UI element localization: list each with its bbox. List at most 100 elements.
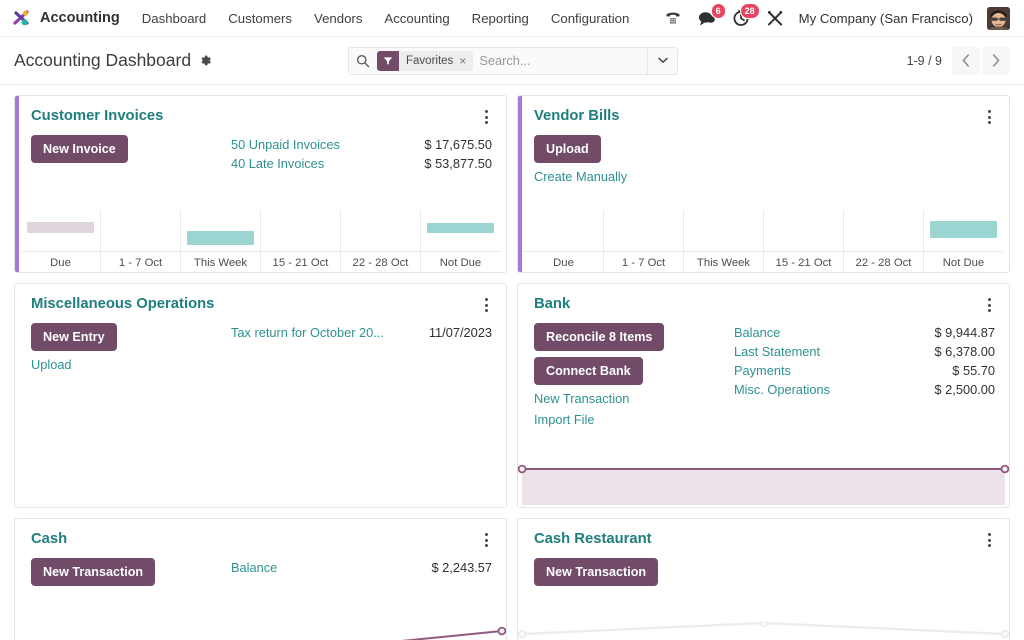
- aged-label[interactable]: This Week: [696, 257, 751, 269]
- stat-value-late-invoices[interactable]: $ 53,877.50: [424, 156, 492, 171]
- card-title[interactable]: Customer Invoices: [31, 108, 164, 124]
- stat-row[interactable]: 50 Unpaid Invoices $ 17,675.50: [231, 135, 492, 154]
- card-customer-invoices[interactable]: Customer Invoices New Invoice 50 Unpaid …: [14, 95, 507, 273]
- aged-label[interactable]: 15 - 21 Oct: [775, 257, 832, 269]
- aged-column[interactable]: 1 - 7 Oct: [603, 210, 683, 272]
- create-manually-link[interactable]: Create Manually: [534, 169, 628, 184]
- nav-item-configuration[interactable]: Configuration: [550, 10, 630, 26]
- aged-column[interactable]: Due: [524, 210, 603, 272]
- company-switcher[interactable]: My Company (San Francisco): [798, 10, 973, 26]
- list-item[interactable]: Tax return for October 20... 11/07/2023: [231, 323, 492, 342]
- close-x-icon[interactable]: ×: [459, 53, 467, 68]
- stat-label-misc-operations[interactable]: Misc. Operations: [734, 382, 831, 397]
- new-transaction-button[interactable]: New Transaction: [31, 558, 156, 586]
- stat-value-last-statement[interactable]: $ 6,378.00: [934, 344, 996, 359]
- nav-item-accounting[interactable]: Accounting: [384, 10, 450, 26]
- search-facet-favorites[interactable]: Favorites ×: [377, 50, 474, 71]
- stat-value-balance[interactable]: $ 2,243.57: [431, 560, 493, 575]
- stat-value-misc-operations[interactable]: $ 2,500.00: [934, 382, 996, 397]
- upload-link[interactable]: Upload: [31, 357, 72, 372]
- filter-funnel-icon[interactable]: [377, 50, 399, 71]
- nav-item-dashboard[interactable]: Dashboard: [141, 10, 207, 26]
- card-title[interactable]: Cash: [31, 531, 68, 547]
- new-invoice-button[interactable]: New Invoice: [31, 135, 128, 163]
- pager-count[interactable]: 1-9 / 9: [906, 53, 942, 68]
- search-view[interactable]: Favorites ×: [348, 46, 678, 75]
- import-file-link[interactable]: Import File: [534, 412, 595, 427]
- brand-name[interactable]: Accounting: [40, 10, 120, 26]
- aged-column[interactable]: This Week: [180, 210, 260, 272]
- aged-label[interactable]: 1 - 7 Oct: [621, 257, 666, 269]
- pager-next-button[interactable]: [982, 46, 1010, 75]
- phone-icon[interactable]: [663, 8, 683, 28]
- search-input[interactable]: [479, 47, 647, 74]
- chat-bubble-icon[interactable]: 6: [697, 3, 726, 28]
- aged-label[interactable]: Due: [553, 257, 574, 269]
- tools-icon[interactable]: [765, 8, 785, 28]
- nav-item-reporting[interactable]: Reporting: [471, 10, 529, 26]
- entry-name[interactable]: Tax return for October 20...: [231, 325, 384, 340]
- kebab-menu-icon[interactable]: [478, 296, 494, 314]
- card-title[interactable]: Vendor Bills: [534, 108, 620, 124]
- clock-icon[interactable]: 28: [731, 3, 760, 28]
- kebab-menu-icon[interactable]: [478, 531, 494, 549]
- stat-label-balance[interactable]: Balance: [231, 560, 278, 575]
- new-transaction-button[interactable]: New Transaction: [534, 558, 659, 586]
- aged-column[interactable]: 22 - 28 Oct: [340, 210, 420, 272]
- kebab-menu-icon[interactable]: [478, 108, 494, 126]
- kebab-menu-icon[interactable]: [981, 108, 997, 126]
- aged-column[interactable]: Not Due: [420, 210, 500, 272]
- stat-row[interactable]: Balance $ 9,944.87: [734, 323, 995, 342]
- stat-label-payments[interactable]: Payments: [734, 363, 791, 378]
- stat-label-late-invoices[interactable]: 40 Late Invoices: [231, 156, 325, 171]
- user-avatar[interactable]: [987, 6, 1010, 30]
- stat-label-balance[interactable]: Balance: [734, 325, 781, 340]
- stat-value-balance[interactable]: $ 9,944.87: [934, 325, 996, 340]
- card-miscellaneous-operations[interactable]: Miscellaneous Operations New Entry Uploa…: [14, 283, 507, 508]
- entry-date[interactable]: 11/07/2023: [428, 325, 492, 340]
- card-cash-restaurant[interactable]: Cash Restaurant New Transaction: [517, 518, 1010, 640]
- card-bank[interactable]: Bank Reconcile 8 Items Connect Bank New …: [517, 283, 1010, 508]
- card-title[interactable]: Cash Restaurant: [534, 531, 652, 547]
- stat-row[interactable]: Last Statement $ 6,378.00: [734, 342, 995, 361]
- aged-label[interactable]: 22 - 28 Oct: [352, 257, 409, 269]
- aged-column[interactable]: 1 - 7 Oct: [100, 210, 180, 272]
- aged-column[interactable]: 22 - 28 Oct: [843, 210, 923, 272]
- stat-label-unpaid-invoices[interactable]: 50 Unpaid Invoices: [231, 137, 340, 152]
- kebab-menu-icon[interactable]: [981, 296, 997, 314]
- upload-button[interactable]: Upload: [534, 135, 601, 163]
- aged-label[interactable]: 1 - 7 Oct: [118, 257, 163, 269]
- stat-value-payments[interactable]: $ 55.70: [952, 363, 995, 378]
- aged-column[interactable]: This Week: [683, 210, 763, 272]
- kebab-menu-icon[interactable]: [981, 531, 997, 549]
- nav-item-customers[interactable]: Customers: [228, 10, 293, 26]
- nav-item-vendors[interactable]: Vendors: [314, 10, 363, 26]
- reconcile-items-button[interactable]: Reconcile 8 Items: [534, 323, 665, 351]
- aged-label[interactable]: Not Due: [439, 257, 482, 269]
- gear-icon[interactable]: [199, 54, 212, 67]
- new-transaction-link[interactable]: New Transaction: [534, 391, 630, 406]
- pager-previous-button[interactable]: [952, 46, 980, 75]
- aged-column[interactable]: Not Due: [923, 210, 1003, 272]
- connect-bank-button[interactable]: Connect Bank: [534, 357, 643, 385]
- stat-row[interactable]: 40 Late Invoices $ 53,877.50: [231, 154, 492, 173]
- card-title[interactable]: Miscellaneous Operations: [31, 296, 215, 312]
- aged-column[interactable]: Due: [21, 210, 100, 272]
- aged-label[interactable]: 22 - 28 Oct: [855, 257, 912, 269]
- chevron-down-icon[interactable]: [647, 47, 677, 74]
- stat-row[interactable]: Payments $ 55.70: [734, 361, 995, 380]
- aged-column[interactable]: 15 - 21 Oct: [763, 210, 843, 272]
- aged-label[interactable]: 15 - 21 Oct: [272, 257, 329, 269]
- aged-label[interactable]: Due: [50, 257, 71, 269]
- aged-column[interactable]: 15 - 21 Oct: [260, 210, 340, 272]
- odoo-logo-icon[interactable]: [10, 6, 34, 30]
- stat-value-unpaid-invoices[interactable]: $ 17,675.50: [424, 137, 492, 152]
- new-entry-button[interactable]: New Entry: [31, 323, 117, 351]
- card-title[interactable]: Bank: [534, 296, 571, 312]
- card-cash[interactable]: Cash New Transaction Balance $ 2,243.57: [14, 518, 507, 640]
- stat-label-last-statement[interactable]: Last Statement: [734, 344, 821, 359]
- aged-label[interactable]: This Week: [193, 257, 248, 269]
- stat-row[interactable]: Misc. Operations $ 2,500.00: [734, 380, 995, 399]
- aged-label[interactable]: Not Due: [942, 257, 985, 269]
- stat-row[interactable]: Balance $ 2,243.57: [231, 558, 492, 577]
